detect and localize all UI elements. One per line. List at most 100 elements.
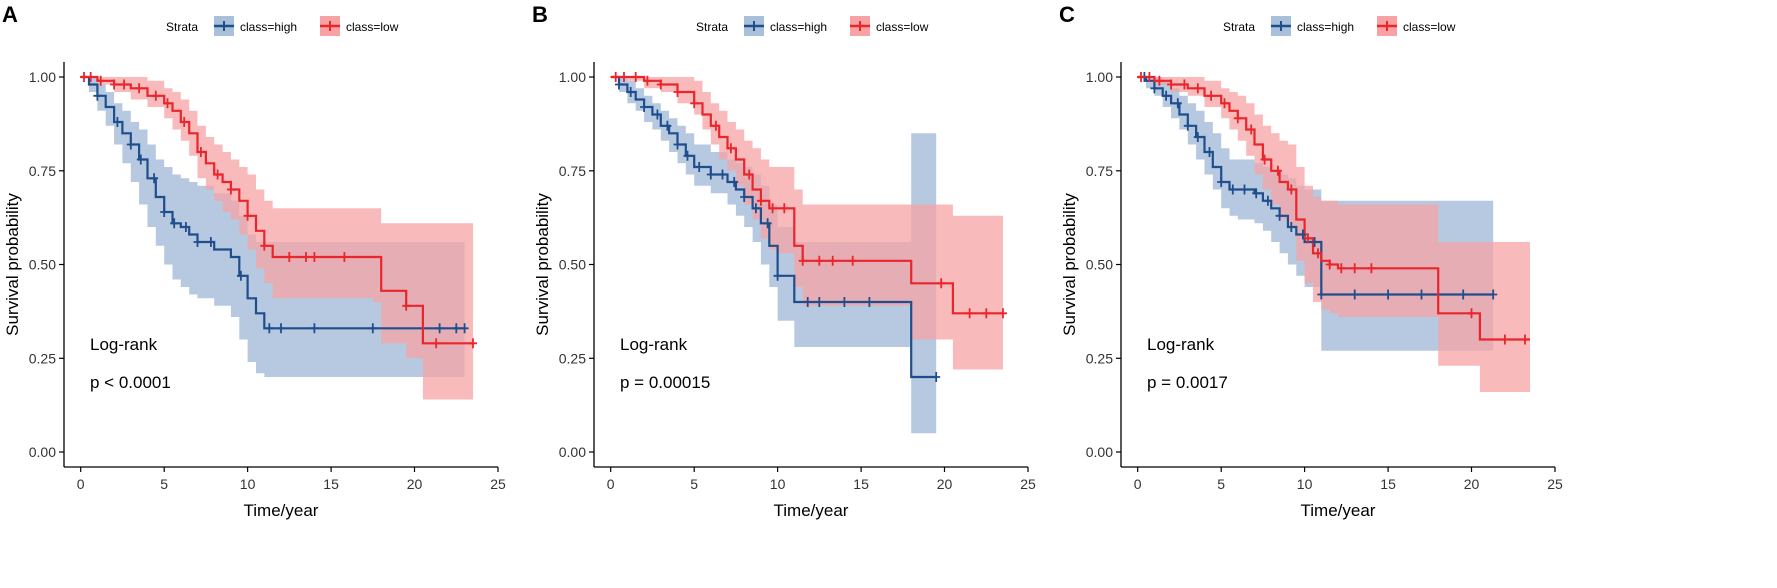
y-axis-title: Survival probability (1060, 193, 1079, 336)
censor-mark (435, 323, 444, 334)
censor-mark (1173, 98, 1182, 109)
censor-mark (653, 109, 662, 120)
censor-mark (745, 169, 754, 180)
censor-mark (243, 210, 252, 221)
legend-label: class=high (1297, 20, 1354, 34)
censor-mark (86, 72, 95, 82)
x-axis-title: Time/year (244, 501, 319, 520)
censor-mark (683, 150, 692, 161)
censor-mark (815, 255, 824, 266)
censor-mark (136, 154, 145, 165)
censor-mark (690, 98, 699, 109)
y-tick-label: 0.00 (559, 444, 586, 460)
censor-mark (865, 297, 874, 307)
censor-mark (469, 338, 477, 349)
censor-mark (1273, 165, 1282, 176)
legend-label: class=high (240, 20, 297, 34)
censor-mark (460, 323, 469, 334)
legend-title: Strata (696, 20, 728, 34)
panel-letter: C (1059, 2, 1075, 27)
ci-band-low (80, 77, 473, 400)
censor-mark (213, 169, 222, 180)
y-tick-label: 0.50 (559, 257, 586, 273)
censor-marks-high (615, 79, 941, 382)
panel-a: A Strata class=high class=low 0.00 0.25 0.50 0.… (2, 2, 506, 520)
censor-mark (80, 72, 88, 82)
censor-mark (150, 173, 159, 184)
censor-mark (93, 90, 102, 101)
y-tick-label: 0.25 (1086, 350, 1113, 366)
censor-mark (803, 297, 812, 307)
x-tick-label: 20 (1464, 476, 1480, 492)
y-tick-label: 0.00 (29, 444, 56, 460)
censor-mark (310, 323, 319, 334)
y-tick-label: 0.25 (29, 350, 56, 366)
p-value-label: p = 0.00015 (620, 373, 710, 392)
censor-mark (432, 338, 441, 349)
x-axis-title: Time/year (1301, 501, 1376, 520)
censor-mark (663, 120, 672, 131)
censor-mark (1275, 210, 1284, 221)
censor-mark (1193, 132, 1202, 142)
censor-mark (285, 252, 294, 262)
censor-mark (135, 83, 144, 94)
censor-mark (1240, 184, 1249, 195)
y-tick-label: 0.00 (1086, 444, 1113, 460)
censor-mark (1220, 98, 1229, 109)
censor-mark (96, 75, 105, 86)
censor-mark (611, 72, 620, 82)
censor-mark (1521, 334, 1529, 345)
censor-mark (620, 72, 628, 82)
x-tick-label: 20 (937, 476, 953, 492)
censor-mark (226, 184, 235, 195)
censor-mark (937, 278, 946, 289)
x-tick-label: 0 (1134, 476, 1142, 492)
censor-mark (452, 323, 461, 334)
censor-mark (848, 255, 857, 266)
censor-mark (840, 297, 849, 307)
censor-mark (982, 308, 991, 319)
censor-mark (1150, 83, 1159, 94)
p-value-label: p = 0.0017 (1147, 373, 1228, 392)
x-tick-label: 10 (1297, 476, 1313, 492)
legend: Strata class=high class=low (1223, 16, 1456, 36)
legend-label: class=high (770, 20, 827, 34)
ci-band-low (1137, 77, 1530, 392)
censor-marks-high (93, 90, 469, 334)
censor-mark (631, 72, 640, 82)
y-axis-title: Survival probability (533, 193, 552, 336)
x-tick-label: 0 (607, 476, 615, 492)
censor-mark (751, 203, 760, 214)
panel-letter: B (532, 2, 548, 27)
censor-mark (277, 323, 285, 334)
censor-mark (236, 270, 245, 281)
x-tick-label: 20 (407, 476, 423, 492)
censor-mark (126, 139, 135, 150)
x-tick-label: 10 (240, 476, 256, 492)
censor-marks-low (611, 72, 1007, 319)
censor-mark (181, 222, 190, 232)
logrank-label: Log-rank (90, 335, 158, 354)
censor-mark (120, 79, 129, 90)
censor-mark (1317, 289, 1326, 300)
censor-mark (780, 203, 789, 214)
x-tick-label: 5 (1217, 476, 1225, 492)
ci-band-low (610, 77, 1003, 370)
y-tick-label: 0.75 (1086, 163, 1113, 179)
censor-mark (1287, 184, 1296, 195)
censor-mark (113, 117, 122, 127)
censor-mark (640, 102, 649, 112)
censor-mark (1417, 289, 1426, 300)
survival-curve-high (80, 75, 465, 330)
x-tick-label: 25 (1547, 476, 1563, 492)
censor-mark (368, 323, 377, 334)
panel-b: B Strata class=high class=low 0.00 0.25 0.50 0.… (532, 2, 1036, 520)
censor-mark (1314, 248, 1322, 259)
censor-mark (170, 218, 179, 229)
legend-key-high (214, 16, 234, 36)
censor-mark (815, 297, 824, 307)
censor-mark (999, 308, 1007, 319)
censor-mark (726, 143, 735, 154)
censor-mark (773, 270, 782, 281)
censor-mark (1304, 233, 1312, 244)
